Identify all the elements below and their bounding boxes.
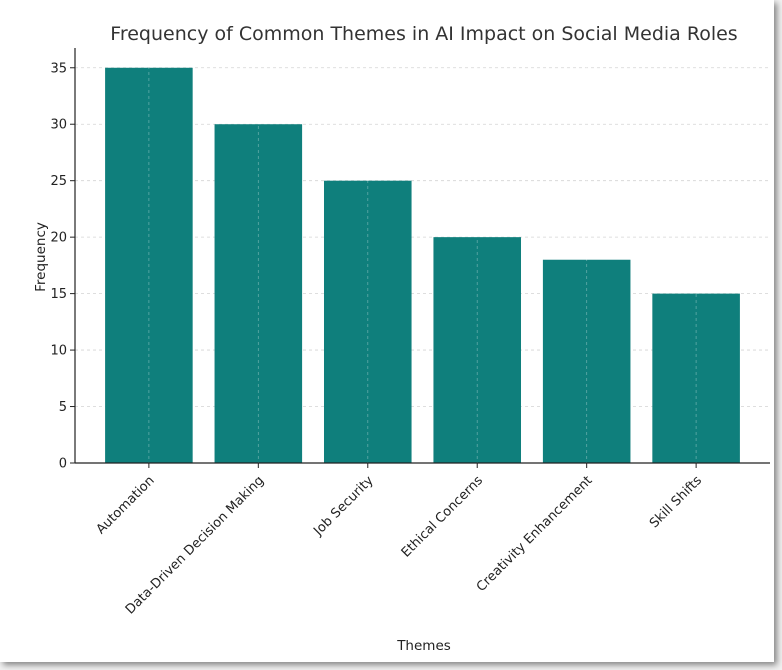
bar [214, 124, 303, 463]
bar [323, 180, 412, 463]
bar [433, 237, 522, 463]
bar [105, 67, 193, 463]
bar [652, 293, 740, 463]
x-tick-label: Skill Shifts [647, 473, 705, 531]
y-tick-label: 15 [50, 287, 67, 302]
x-tick-label: Creativity Enhancement [474, 473, 596, 595]
y-tick-label: 25 [50, 174, 67, 189]
bar-chart: Frequency of Common Themes in AI Impact … [33, 23, 770, 654]
axes [74, 48, 770, 464]
chart-title: Frequency of Common Themes in AI Impact … [110, 23, 737, 45]
y-tick-label: 5 [59, 400, 67, 415]
y-axis-ticks: 0 5 10 15 20 25 30 35 [50, 61, 75, 472]
x-tick-label: Ethical Concerns [399, 473, 487, 561]
y-axis-label: Frequency [33, 222, 49, 292]
x-tick-label: Automation [94, 473, 158, 537]
y-tick-label: 30 [50, 118, 67, 133]
bars [105, 67, 740, 463]
x-axis-label: Themes [396, 638, 451, 654]
y-tick-label: 0 [59, 457, 67, 472]
chart-frame: Frequency of Common Themes in AI Impact … [0, 0, 774, 662]
y-tick-label: 35 [50, 61, 67, 76]
y-tick-label: 20 [50, 231, 67, 246]
y-tick-label: 10 [50, 344, 67, 359]
x-tick-label: Job Security [310, 473, 376, 539]
bar [542, 259, 631, 463]
